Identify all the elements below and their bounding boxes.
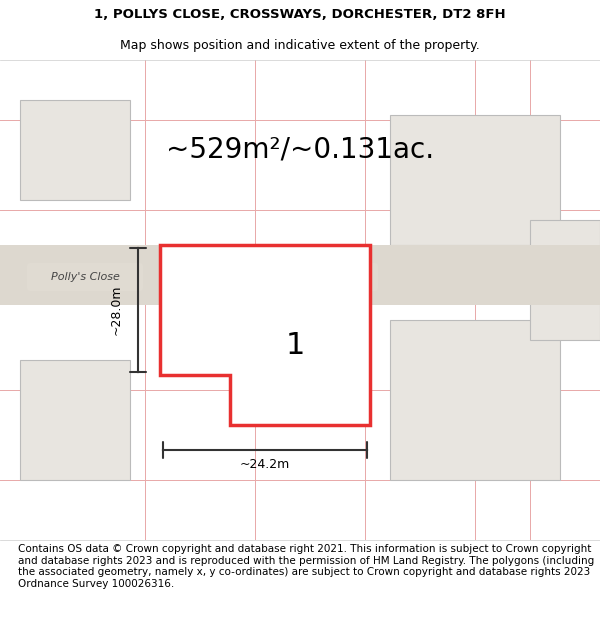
Text: ~529m²/~0.131ac.: ~529m²/~0.131ac. — [166, 136, 434, 164]
Bar — [0, 245, 600, 305]
Text: Polly's Close: Polly's Close — [275, 272, 344, 282]
FancyBboxPatch shape — [27, 263, 143, 291]
Text: Contains OS data © Crown copyright and database right 2021. This information is : Contains OS data © Crown copyright and d… — [18, 544, 594, 589]
FancyBboxPatch shape — [530, 220, 600, 340]
FancyBboxPatch shape — [20, 100, 130, 200]
Polygon shape — [160, 245, 370, 425]
FancyBboxPatch shape — [390, 115, 560, 245]
Text: ~28.0m: ~28.0m — [110, 285, 122, 335]
FancyBboxPatch shape — [20, 360, 130, 480]
Text: Polly's Close: Polly's Close — [50, 272, 119, 282]
FancyBboxPatch shape — [390, 320, 560, 480]
FancyBboxPatch shape — [242, 263, 378, 291]
Text: 1, POLLYS CLOSE, CROSSWAYS, DORCHESTER, DT2 8FH: 1, POLLYS CLOSE, CROSSWAYS, DORCHESTER, … — [94, 9, 506, 21]
Text: 1: 1 — [286, 331, 305, 359]
Text: Map shows position and indicative extent of the property.: Map shows position and indicative extent… — [120, 39, 480, 51]
Text: ~24.2m: ~24.2m — [240, 458, 290, 471]
